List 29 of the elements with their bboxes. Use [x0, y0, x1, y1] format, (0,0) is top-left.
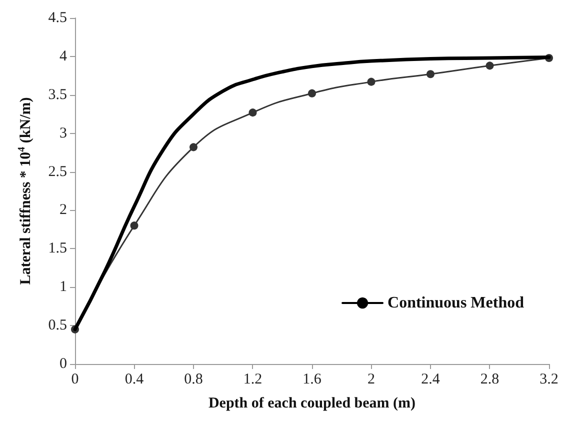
point [190, 143, 198, 152]
x-axis-title: Depth of each coupled beam (m) [208, 396, 416, 412]
x-tick-label: 0.4 [124, 372, 144, 388]
x-tick-label: 1.2 [243, 372, 262, 388]
legend-label: Continuous Method [388, 294, 524, 312]
x-tick-label: 1.6 [302, 372, 322, 388]
point [308, 89, 316, 98]
y-tick-label: 3 [60, 125, 67, 142]
y-tick-label: 2.5 [48, 164, 67, 180]
y-tick-label: 3.5 [48, 86, 67, 103]
y-tick-label: 1 [60, 279, 67, 296]
y-tick-label: 4.5 [48, 10, 67, 26]
x-tick-label: 2.8 [480, 372, 500, 388]
x-tick-label: 2.4 [421, 372, 440, 388]
point [130, 222, 138, 230]
y-axis-title: Lateral stiffness * 104 (kN/m) [16, 97, 34, 285]
y-tick-label: 4 [60, 48, 68, 64]
point [486, 62, 494, 70]
x-tick-label: 0 [71, 372, 79, 388]
point [248, 108, 257, 117]
x-tick-label: 2 [368, 372, 375, 388]
point [426, 70, 434, 78]
x-tick-label: 3.2 [540, 372, 558, 388]
y-tick-label: 1.5 [48, 240, 67, 257]
y-tick-label: 0 [60, 356, 67, 372]
point [367, 78, 376, 86]
x-tick-label: 0.8 [184, 372, 203, 388]
y-tick-label: 0.5 [48, 318, 67, 334]
y-tick-label: 2 [60, 202, 67, 218]
